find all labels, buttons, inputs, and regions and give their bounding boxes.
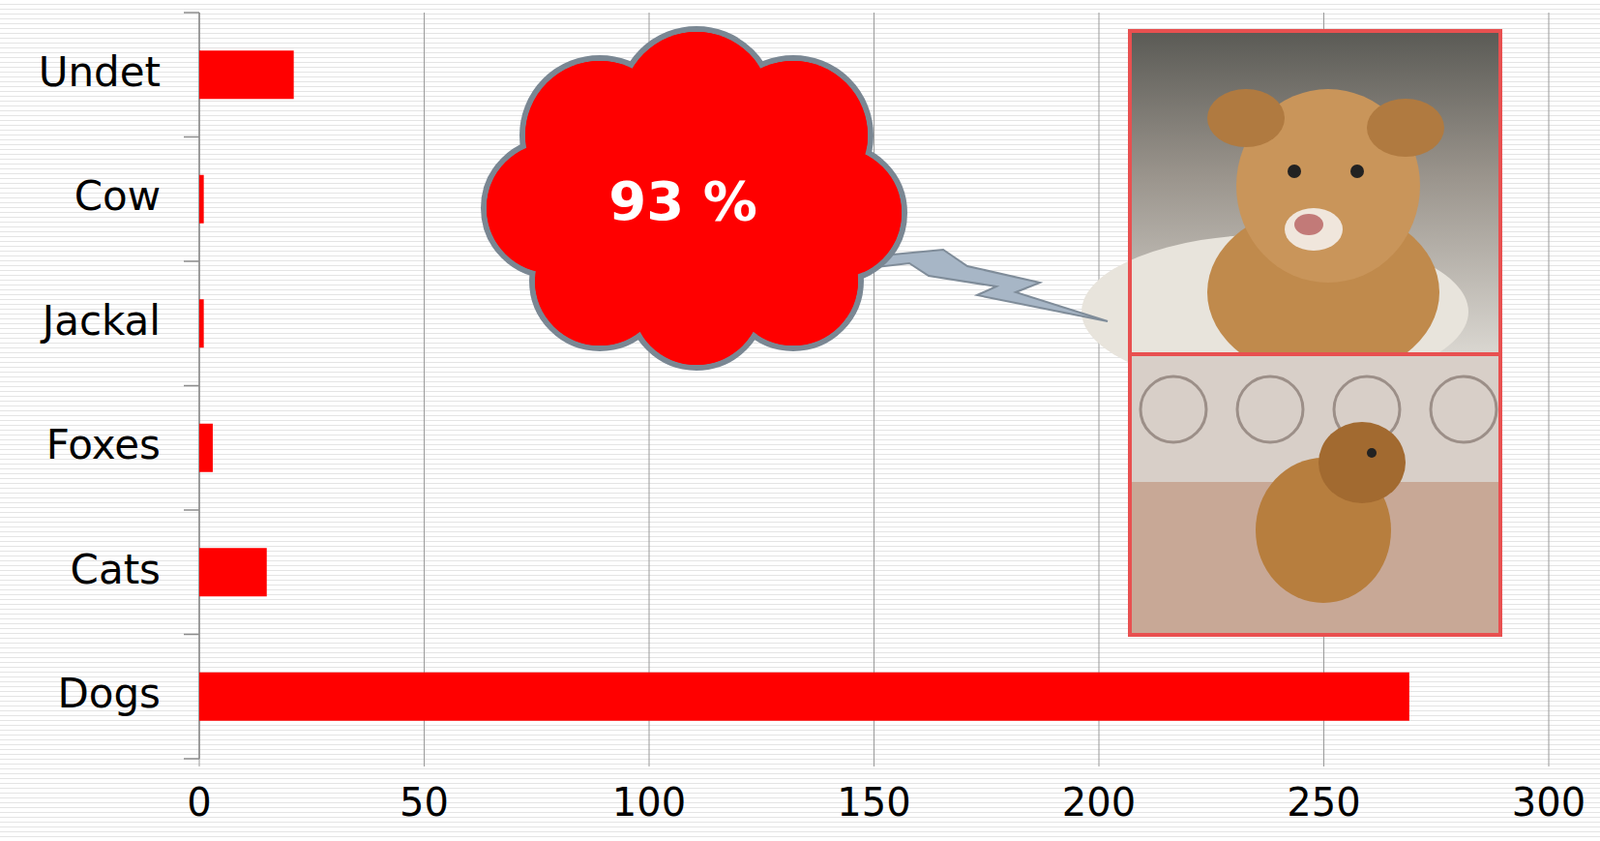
cloud: [483, 29, 905, 368]
grid-line: [1098, 12, 1100, 767]
chart: 0 50 100 150 200 250 300 Dogs Cats Foxes Jackal Cow…: [0, 0, 1600, 841]
dog-eye: [1366, 447, 1377, 458]
bar: [199, 175, 205, 224]
dog-nose: [1294, 213, 1324, 236]
annotation: 93 %: [608, 169, 758, 233]
grid-line: [1548, 12, 1550, 767]
category-label: Dogs: [57, 669, 161, 717]
dog-head: [1318, 421, 1406, 504]
category-label: Undet: [38, 48, 161, 96]
dog-ear: [1207, 88, 1285, 148]
category-label: Jackal: [39, 296, 161, 345]
category-tick: [183, 11, 200, 14]
category-tick: [183, 385, 200, 387]
dog-muzzle: [1284, 207, 1343, 251]
photo-bottom: [1129, 355, 1501, 635]
bar: [199, 547, 267, 596]
grid-line: [199, 12, 201, 767]
dog-ear: [1366, 98, 1445, 157]
tick-label: 50: [399, 779, 449, 825]
category-label: Foxes: [46, 420, 161, 469]
grid-line: [873, 12, 875, 767]
tick-label: 200: [1062, 779, 1136, 825]
dog-eye: [1350, 164, 1364, 178]
tile-pattern: [1430, 376, 1497, 443]
cloud-fill: [583, 89, 810, 317]
tick-label: 300: [1511, 779, 1586, 825]
dog-eye: [1287, 164, 1302, 178]
photo-frame: [1129, 30, 1501, 635]
tick-label: 0: [186, 779, 211, 825]
category-tick: [183, 136, 200, 139]
tick-label: 150: [836, 779, 911, 825]
category-label: Cow: [74, 172, 161, 220]
tick-label: 250: [1286, 779, 1361, 825]
tick-label: 100: [612, 779, 686, 825]
grid-line: [423, 12, 425, 767]
bar: [199, 672, 1410, 721]
category-tick: [183, 757, 200, 760]
bar: [199, 50, 295, 99]
bar: [199, 298, 205, 348]
category-label: Cats: [70, 545, 161, 593]
photos: [1081, 30, 1501, 635]
tile-pattern: [1140, 376, 1207, 443]
tile-pattern: [1237, 376, 1304, 443]
photo-divider: [1129, 352, 1501, 356]
bar: [199, 423, 213, 473]
category-tick: [183, 508, 200, 511]
category-tick: [183, 633, 200, 636]
category-tick: [183, 260, 200, 263]
